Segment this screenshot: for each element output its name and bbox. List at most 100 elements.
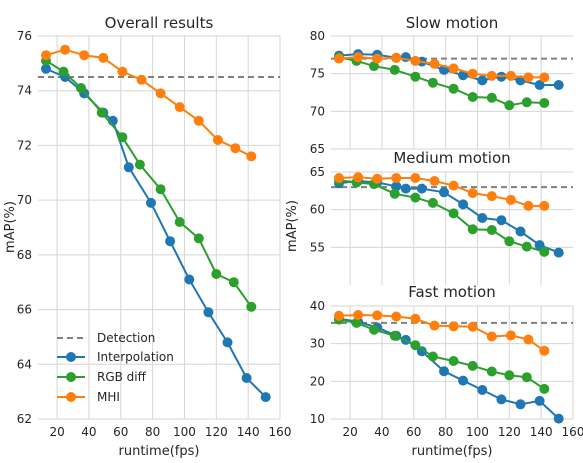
data-point-interpolation: [222, 337, 233, 348]
y-tick-label: 10: [310, 412, 325, 426]
y-tick-label: 74: [17, 84, 32, 98]
data-point-rgb-diff: [369, 61, 379, 72]
data-point-interpolation: [41, 63, 51, 74]
tick-labels: 20 40 60 80 100 120 140 160 62 64 66 68 70 72 74 76: [17, 29, 292, 439]
data-point-mhi: [467, 68, 478, 79]
data-point-mhi: [467, 321, 478, 332]
data-point-mhi: [429, 58, 440, 69]
x-tick-label: 100: [466, 425, 489, 439]
y-tick-label: 75: [310, 67, 325, 81]
y-tick-label: 65: [310, 142, 325, 156]
y-tick-label: 64: [17, 357, 32, 371]
y-tick-label: 76: [17, 29, 32, 43]
data-point-mhi: [505, 330, 516, 341]
data-point-interpolation: [553, 80, 564, 90]
x-axis-label: runtime(fps): [119, 444, 200, 459]
data-point-rgb-diff: [486, 225, 497, 235]
data-point-interpolation: [553, 247, 564, 258]
data-point-mhi: [230, 143, 241, 154]
y-tick-label: 80: [310, 29, 325, 43]
legend-label-detection: Detection: [97, 331, 155, 345]
legend-label-mhi: MHI: [97, 390, 120, 404]
data-point-rgb-diff: [389, 330, 400, 341]
series-layer: [331, 172, 573, 258]
data-point-mhi: [523, 334, 534, 345]
x-tick-label: 40: [374, 425, 389, 439]
data-point-mhi: [334, 173, 344, 183]
data-point-mhi: [523, 72, 534, 83]
x-tick-label: 60: [113, 425, 128, 439]
y-tick-label: 55: [310, 240, 325, 254]
data-point-mhi: [193, 115, 204, 126]
data-point-rgb-diff: [448, 356, 459, 366]
data-point-mhi: [372, 173, 383, 184]
data-point-rgb-diff: [389, 188, 400, 199]
series-layer: [38, 44, 280, 403]
data-point-mhi: [410, 313, 421, 324]
legend-marker-interpolation: [66, 352, 76, 362]
data-point-interpolation: [165, 236, 176, 247]
data-point-interpolation: [477, 75, 488, 86]
data-point-mhi: [174, 102, 185, 113]
x-tick-label: 20: [49, 425, 64, 439]
data-point-mhi: [372, 53, 383, 64]
data-point-rgb-diff: [211, 269, 222, 279]
data-point-rgb-diff: [228, 277, 239, 288]
data-point-rgb-diff: [58, 66, 69, 77]
data-point-interpolation: [146, 197, 156, 208]
data-point-mhi: [448, 63, 459, 74]
y-tick-label: 72: [17, 138, 32, 152]
data-point-rgb-diff: [521, 241, 532, 252]
data-point-interpolation: [439, 187, 449, 198]
data-point-rgb-diff: [117, 132, 128, 143]
data-point-interpolation: [553, 413, 564, 424]
data-point-mhi: [334, 310, 344, 321]
data-point-mhi: [429, 176, 440, 186]
data-point-mhi: [212, 135, 223, 145]
x-tick-label: 140: [530, 425, 553, 439]
x-tick-label: 60: [406, 425, 421, 439]
data-point-mhi: [539, 72, 550, 83]
data-point-mhi: [391, 173, 402, 183]
data-point-mhi: [353, 52, 364, 63]
data-point-rgb-diff: [539, 383, 550, 394]
data-point-rgb-diff: [155, 184, 166, 195]
x-tick-label: 20: [342, 425, 357, 439]
data-point-mhi: [505, 70, 516, 81]
data-point-interpolation: [477, 213, 488, 223]
grid: [331, 305, 574, 420]
series-layer: [331, 49, 573, 111]
data-point-rgb-diff: [369, 324, 379, 335]
data-point-interpolation: [203, 307, 214, 318]
data-point-rgb-diff: [134, 159, 145, 170]
data-point-mhi: [79, 50, 90, 61]
panel-overall: 20 40 60 80 100 120 140 160 62 64 66 68 70 72 74 76 Ove…: [3, 14, 291, 459]
data-point-interpolation: [458, 199, 469, 210]
y-tick-label: 70: [310, 104, 325, 118]
data-point-rgb-diff: [539, 246, 550, 257]
data-point-mhi: [334, 53, 344, 64]
legend-marker-rgb-diff: [66, 372, 76, 382]
data-point-mhi: [155, 88, 166, 99]
data-point-interpolation: [496, 394, 507, 405]
data-point-mhi: [467, 188, 478, 199]
grid: [331, 35, 573, 150]
x-tick-label: 160: [562, 425, 583, 439]
data-point-rgb-diff: [410, 192, 421, 203]
data-point-rgb-diff: [427, 197, 438, 208]
x-tick-label: 80: [438, 425, 453, 439]
x-tick-label: 40: [81, 425, 96, 439]
data-point-rgb-diff: [467, 224, 478, 235]
data-point-rgb-diff: [427, 77, 438, 88]
data-point-mhi: [372, 310, 383, 321]
data-point-rgb-diff: [504, 370, 515, 381]
data-point-interpolation: [477, 385, 488, 395]
data-point-rgb-diff: [486, 92, 497, 103]
data-point-mhi: [41, 50, 51, 61]
data-point-interpolation: [458, 375, 469, 386]
data-point-mhi: [353, 172, 364, 183]
data-point-interpolation: [439, 366, 449, 377]
x-tick-label: 140: [237, 425, 260, 439]
data-point-mhi: [410, 55, 421, 66]
